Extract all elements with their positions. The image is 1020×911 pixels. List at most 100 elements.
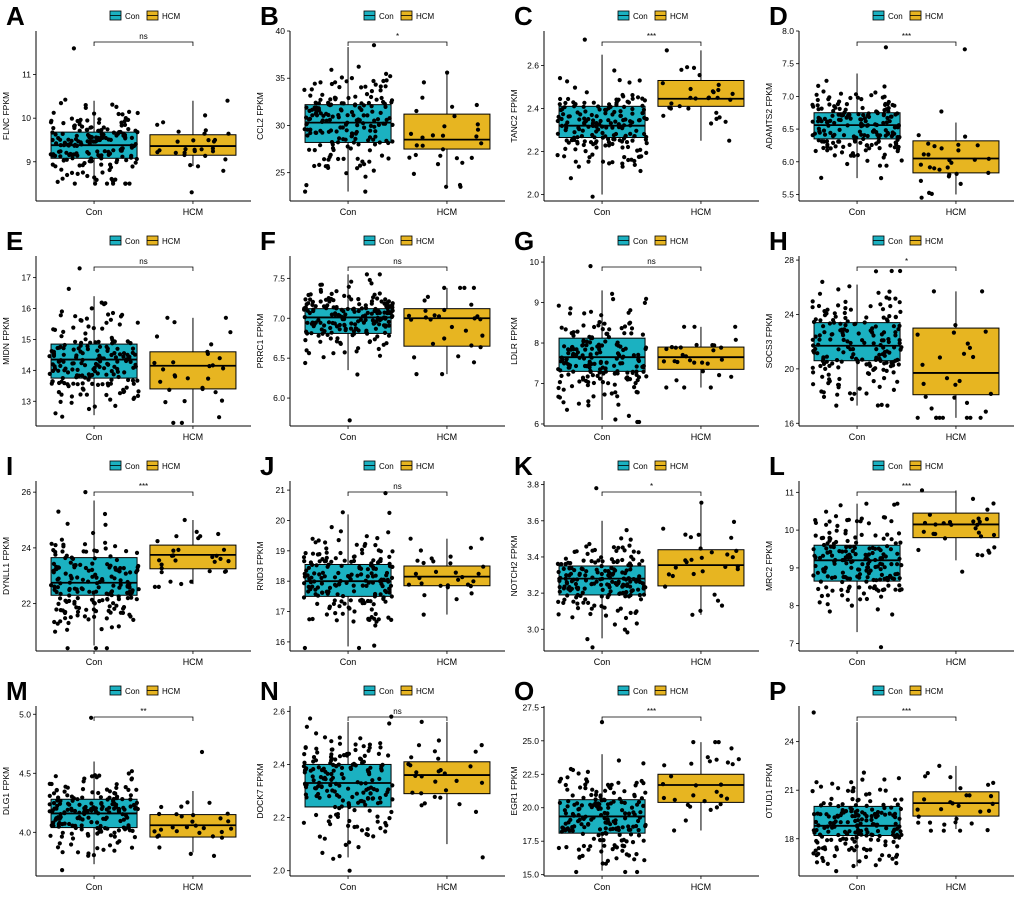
data-point — [616, 545, 621, 550]
data-point — [323, 164, 328, 169]
data-point — [881, 315, 886, 320]
data-point — [107, 565, 112, 570]
y-tick-label: 10 — [785, 525, 795, 535]
data-point — [611, 137, 616, 142]
data-point — [611, 559, 616, 565]
data-point — [311, 308, 316, 314]
data-point — [625, 630, 630, 635]
data-point — [884, 163, 889, 168]
data-point — [571, 347, 576, 352]
data-point — [53, 153, 58, 158]
data-point — [152, 360, 157, 366]
data-point — [337, 783, 342, 788]
data-point — [84, 127, 89, 132]
data-point — [347, 418, 352, 423]
panel-letter: E — [6, 226, 23, 256]
data-point — [462, 285, 467, 290]
data-point — [596, 127, 601, 132]
data-point — [104, 392, 109, 398]
data-point — [825, 838, 830, 843]
data-point — [353, 742, 358, 747]
data-point — [113, 403, 118, 408]
data-point — [557, 76, 563, 81]
data-point — [664, 48, 669, 53]
data-point — [115, 840, 120, 845]
data-point — [873, 90, 878, 95]
data-point — [838, 503, 843, 508]
data-point — [835, 102, 841, 107]
data-point — [370, 778, 375, 783]
data-point — [353, 136, 358, 141]
data-point — [603, 788, 608, 793]
data-point — [922, 520, 928, 526]
data-point — [844, 115, 849, 120]
data-point — [725, 552, 730, 557]
data-point — [89, 820, 94, 825]
data-point — [114, 557, 119, 563]
data-point — [609, 391, 614, 396]
data-point — [364, 330, 369, 335]
significance-bracket — [93, 716, 194, 721]
data-point — [423, 308, 428, 313]
data-point — [359, 781, 364, 786]
data-point — [985, 828, 990, 833]
data-point — [640, 96, 645, 101]
data-point — [582, 825, 587, 830]
panel-letter: M — [6, 676, 28, 706]
data-point — [853, 552, 858, 557]
data-point — [100, 804, 105, 810]
data-point — [603, 366, 608, 371]
data-point — [864, 596, 870, 602]
data-point — [932, 166, 937, 171]
data-point — [129, 845, 135, 850]
data-point — [223, 569, 228, 574]
data-point — [305, 331, 310, 336]
data-point — [824, 78, 829, 83]
data-point — [58, 363, 63, 368]
y-tick-label: 16 — [22, 304, 32, 314]
data-point — [853, 803, 859, 808]
data-point — [579, 134, 585, 139]
series-con — [810, 268, 904, 408]
data-point — [362, 600, 367, 606]
data-point — [725, 760, 731, 765]
data-point — [628, 131, 633, 136]
data-point — [326, 589, 331, 594]
data-point — [134, 800, 139, 806]
data-point — [666, 572, 672, 577]
data-point — [418, 548, 423, 553]
data-point — [985, 507, 990, 512]
legend-label-hcm: HCM — [162, 12, 181, 21]
y-tick-label: 11 — [22, 70, 31, 80]
data-point — [438, 795, 443, 800]
data-point — [879, 176, 884, 181]
data-point — [371, 834, 376, 839]
data-point — [75, 382, 80, 387]
data-point — [693, 96, 698, 101]
data-point — [365, 598, 370, 604]
data-point — [591, 380, 597, 386]
data-point — [75, 575, 80, 580]
box-hcm — [912, 140, 1000, 174]
data-point — [325, 332, 330, 337]
data-point — [58, 313, 63, 318]
data-point — [919, 195, 924, 200]
data-point — [818, 579, 824, 584]
data-point — [620, 825, 625, 830]
data-point — [124, 357, 129, 362]
data-point — [473, 809, 479, 815]
data-point — [563, 100, 568, 106]
data-point — [821, 394, 827, 399]
data-point — [359, 572, 364, 577]
data-point — [78, 392, 83, 397]
data-point — [55, 577, 60, 582]
data-point — [56, 509, 61, 514]
data-point — [343, 328, 348, 333]
data-point — [564, 845, 569, 850]
data-point — [436, 769, 441, 774]
data-point — [829, 796, 834, 802]
data-point — [51, 570, 56, 575]
data-point — [660, 782, 666, 787]
data-point — [155, 122, 160, 127]
data-point — [692, 360, 697, 365]
